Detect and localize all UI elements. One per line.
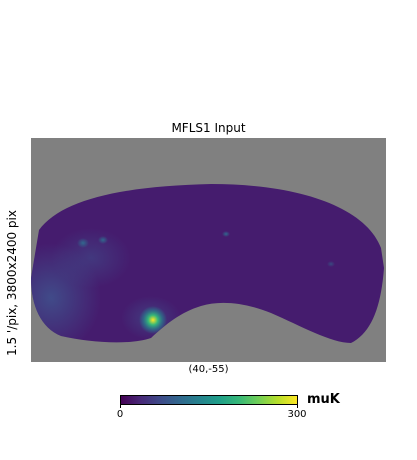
sky-map: [31, 138, 386, 362]
plot-title: MFLS1 Input: [31, 121, 386, 135]
sky-map-image: [31, 138, 386, 362]
colorbar-unit: muK: [307, 392, 340, 407]
colorbar-tick-min: [120, 405, 121, 408]
center-coordinate-label: (40,-55): [31, 364, 386, 375]
colorbar-min-label: 0: [117, 409, 123, 420]
y-axis-label: 1.5 '/pix, 3800x2400 pix: [5, 210, 19, 356]
colorbar-tick-max: [297, 405, 298, 408]
colorbar: [120, 395, 298, 405]
colorbar-max-label: 300: [287, 409, 306, 420]
